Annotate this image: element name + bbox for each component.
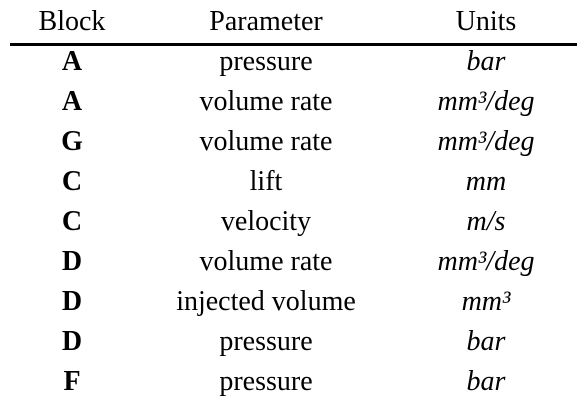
- table-row: D pressure bar: [0, 322, 584, 362]
- block-cell: C: [61, 166, 83, 197]
- block-cell: F: [63, 366, 81, 397]
- block-cell: G: [61, 126, 83, 157]
- parameter-cell: volume rate: [199, 246, 333, 277]
- header-parameter: Parameter: [209, 6, 323, 37]
- parameter-cell: volume rate: [199, 126, 333, 157]
- table-row: D injected volume mm³: [0, 282, 584, 322]
- block-cell: D: [61, 326, 83, 357]
- parameter-cell: velocity: [220, 206, 312, 237]
- units-cell: m/s: [466, 206, 506, 237]
- parameter-cell: pressure: [219, 366, 313, 397]
- header-rule: [10, 43, 577, 46]
- block-cell: D: [61, 246, 83, 277]
- header-block: Block: [38, 6, 106, 37]
- block-cell: D: [61, 286, 83, 317]
- units-cell: mm: [465, 166, 507, 197]
- parameter-cell: pressure: [219, 46, 313, 77]
- units-cell: bar: [466, 326, 506, 357]
- parameter-cell: pressure: [219, 326, 313, 357]
- parameter-cell: lift: [249, 166, 283, 197]
- parameter-cell: injected volume: [176, 286, 356, 317]
- table-row: A volume rate mm³/deg: [0, 82, 584, 122]
- block-cell: C: [61, 206, 83, 237]
- units-cell: bar: [466, 46, 506, 77]
- block-cell: A: [61, 46, 83, 77]
- table-row: C lift mm: [0, 162, 584, 202]
- table-row: D volume rate mm³/deg: [0, 242, 584, 282]
- parameter-cell: volume rate: [199, 86, 333, 117]
- table-row: G volume rate mm³/deg: [0, 122, 584, 162]
- table-row: C velocity m/s: [0, 202, 584, 242]
- header-units: Units: [455, 6, 517, 37]
- block-cell: A: [61, 86, 83, 117]
- units-cell: bar: [466, 366, 506, 397]
- units-cell: mm³/deg: [437, 246, 535, 277]
- table-row: A pressure bar: [0, 42, 584, 82]
- table-header-row: Block Parameter Units: [0, 2, 584, 42]
- units-cell: mm³/deg: [437, 86, 535, 117]
- table-row: F pressure bar: [0, 362, 584, 402]
- units-cell: mm³: [461, 286, 511, 317]
- units-cell: mm³/deg: [437, 126, 535, 157]
